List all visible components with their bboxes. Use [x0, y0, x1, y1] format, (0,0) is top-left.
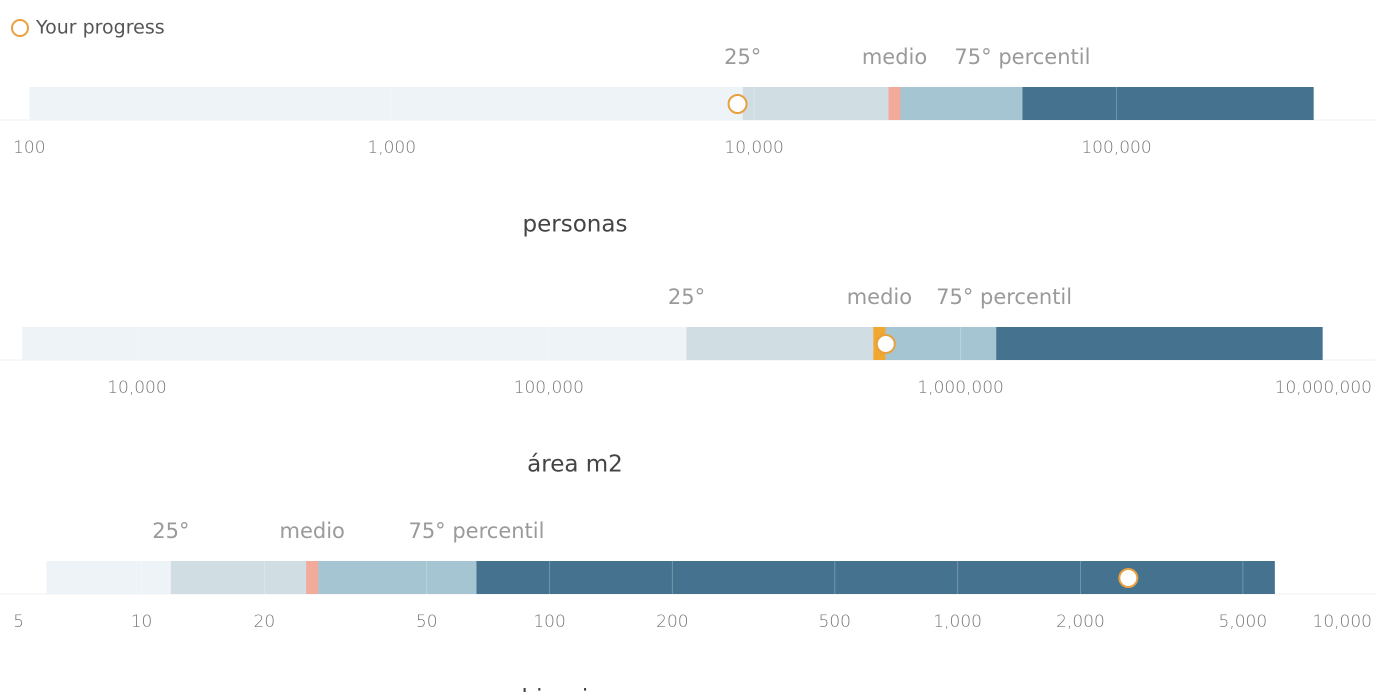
bar-segment [29, 87, 743, 120]
percentile-label: 25° [724, 45, 761, 69]
legend-label: Your progress [35, 17, 165, 39]
bar-segment [742, 87, 895, 120]
percentile-label: medio [862, 45, 927, 69]
median-band [888, 87, 901, 120]
progress-marker [727, 94, 748, 114]
bar-segment [46, 561, 171, 594]
x-tick-label: 5,000 [1219, 612, 1268, 632]
x-tick-label: 1,000 [367, 138, 416, 158]
bar-segment [1022, 87, 1314, 120]
x-tick-label: 10 [131, 612, 153, 632]
x-tick-label: 500 [819, 612, 851, 632]
percentile-label: 25° [668, 285, 705, 309]
bar-segment [894, 87, 1023, 120]
x-tick-label: 5 [13, 612, 24, 632]
x-tick-label: 20 [254, 612, 276, 632]
bar-segment [996, 327, 1323, 360]
x-tick-label: 2,000 [1056, 612, 1105, 632]
bar-segment [686, 327, 880, 360]
x-tick-label: 1,000,000 [917, 378, 1004, 398]
x-tick-label: 200 [656, 612, 688, 632]
x-tick-label: 50 [416, 612, 438, 632]
x-tick-label: 100 [533, 612, 565, 632]
axis-title: área m2 [527, 452, 623, 478]
x-tick-label: 100,000 [514, 378, 584, 398]
x-tick-label: 10,000 [724, 138, 783, 158]
percentile-label: medio [847, 285, 912, 309]
x-tick-label: 10,000 [1313, 612, 1372, 632]
percentile-label: 75° percentil [936, 285, 1072, 309]
progress-marker [1118, 568, 1139, 588]
bar-segment [170, 561, 313, 594]
percentile-label: 25° [152, 519, 189, 543]
x-tick-label: 10,000,000 [1275, 378, 1372, 398]
bar-segment [22, 327, 687, 360]
legend-marker [11, 19, 29, 37]
x-tick-label: 100 [13, 138, 45, 158]
x-tick-label: 100,000 [1081, 138, 1151, 158]
axis-title: ubicaciones [507, 686, 643, 693]
progress-marker [875, 334, 896, 354]
x-tick-label: 10,000 [107, 378, 166, 398]
median-band [306, 561, 319, 594]
axis-title: personas [523, 212, 628, 238]
bar-segment [476, 561, 1275, 594]
bar-segment [312, 561, 477, 594]
x-tick-label: 1,000 [933, 612, 982, 632]
percentile-label: 75° percentil [954, 45, 1090, 69]
percentile-label: 75° percentil [408, 519, 544, 543]
bar-segment [879, 327, 997, 360]
percentile-label: medio [280, 519, 345, 543]
